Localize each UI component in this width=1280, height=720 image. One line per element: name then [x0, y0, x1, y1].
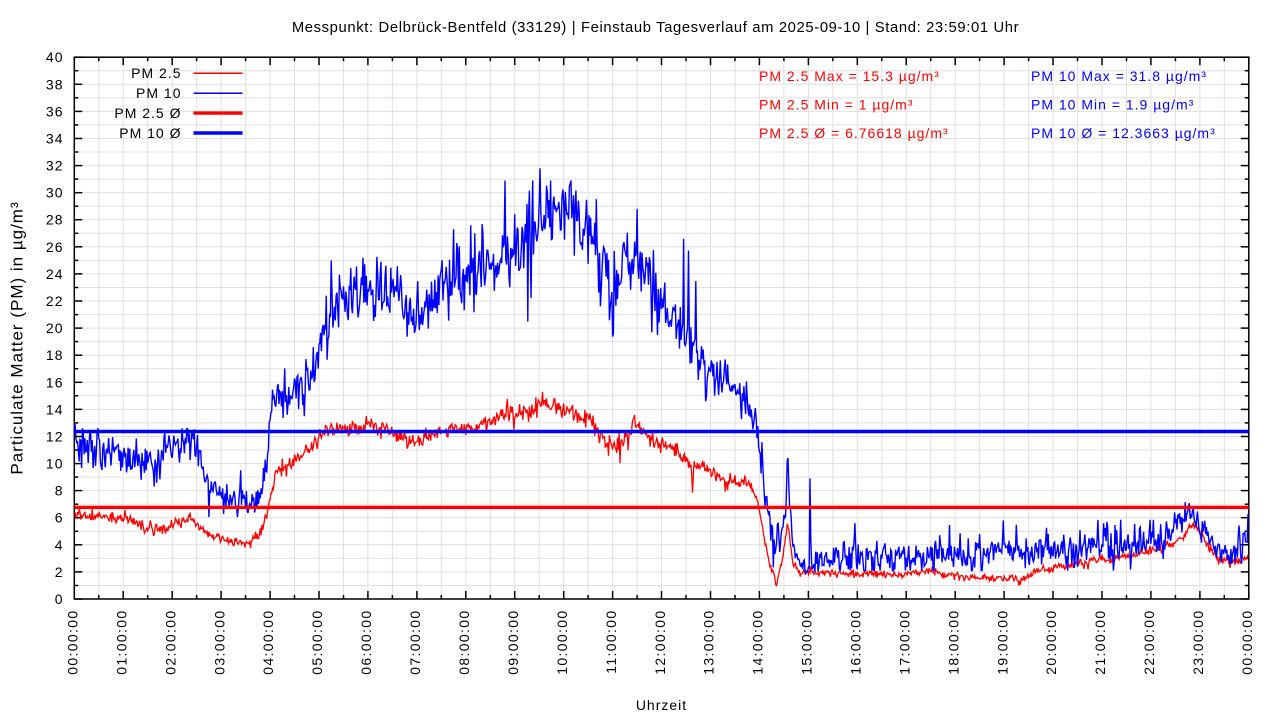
- svg-text:40: 40: [46, 49, 64, 65]
- svg-text:00:00:00: 00:00:00: [1239, 610, 1255, 675]
- svg-text:15:00:00: 15:00:00: [799, 610, 815, 675]
- svg-text:20: 20: [46, 320, 64, 336]
- svg-text:Particulate Matter (PM) in µg/: Particulate Matter (PM) in µg/m³: [8, 201, 27, 474]
- svg-text:PM 10 Min = 1.9 µg/m³: PM 10 Min = 1.9 µg/m³: [1031, 97, 1194, 113]
- svg-text:28: 28: [46, 212, 64, 228]
- svg-text:26: 26: [46, 239, 64, 255]
- svg-text:17:00:00: 17:00:00: [896, 610, 912, 675]
- svg-text:21:00:00: 21:00:00: [1092, 610, 1108, 675]
- svg-text:30: 30: [46, 185, 64, 201]
- svg-text:24: 24: [46, 266, 64, 282]
- svg-text:PM 10 Ø = 12.3663 µg/m³: PM 10 Ø = 12.3663 µg/m³: [1031, 125, 1216, 141]
- svg-text:32: 32: [46, 158, 64, 174]
- svg-text:Uhrzeit: Uhrzeit: [636, 697, 687, 713]
- svg-text:08:00:00: 08:00:00: [456, 610, 472, 675]
- svg-text:20:00:00: 20:00:00: [1043, 610, 1059, 675]
- svg-text:38: 38: [46, 76, 64, 92]
- svg-text:PM 2.5 Max = 15.3 µg/m³: PM 2.5 Max = 15.3 µg/m³: [759, 68, 940, 84]
- svg-text:PM 10: PM 10: [136, 85, 181, 101]
- svg-text:12:00:00: 12:00:00: [652, 610, 668, 675]
- svg-text:22: 22: [46, 293, 64, 309]
- svg-text:Messpunkt: Delbrück-Bentfeld (: Messpunkt: Delbrück-Bentfeld (33129) | F…: [292, 20, 1019, 36]
- svg-text:10: 10: [46, 456, 64, 472]
- svg-text:PM 2.5: PM 2.5: [131, 65, 181, 81]
- svg-text:00:00:00: 00:00:00: [65, 610, 81, 675]
- svg-text:PM 10 Max = 31.8 µg/m³: PM 10 Max = 31.8 µg/m³: [1031, 68, 1207, 84]
- svg-text:PM 2.5 Ø: PM 2.5 Ø: [114, 105, 181, 121]
- svg-text:13:00:00: 13:00:00: [701, 610, 717, 675]
- svg-text:01:00:00: 01:00:00: [113, 610, 129, 675]
- svg-text:16:00:00: 16:00:00: [848, 610, 864, 675]
- svg-text:19:00:00: 19:00:00: [994, 610, 1010, 675]
- svg-text:6: 6: [55, 510, 64, 526]
- svg-text:PM 2.5 Min = 1 µg/m³: PM 2.5 Min = 1 µg/m³: [759, 97, 914, 113]
- svg-text:PM 2.5 Ø = 6.76618 µg/m³: PM 2.5 Ø = 6.76618 µg/m³: [759, 125, 949, 141]
- svg-text:4: 4: [55, 537, 64, 553]
- svg-text:PM 10 Ø: PM 10 Ø: [119, 125, 181, 141]
- svg-text:09:00:00: 09:00:00: [505, 610, 521, 675]
- svg-text:14: 14: [46, 401, 64, 417]
- svg-text:03:00:00: 03:00:00: [211, 610, 227, 675]
- svg-text:11:00:00: 11:00:00: [603, 610, 619, 674]
- svg-text:23:00:00: 23:00:00: [1190, 610, 1206, 675]
- svg-text:12: 12: [46, 429, 64, 445]
- svg-text:8: 8: [55, 483, 64, 499]
- svg-text:2: 2: [55, 564, 64, 580]
- svg-text:10:00:00: 10:00:00: [554, 610, 570, 675]
- svg-text:36: 36: [46, 103, 64, 119]
- svg-text:07:00:00: 07:00:00: [407, 610, 423, 675]
- svg-text:18: 18: [46, 347, 64, 363]
- svg-text:18:00:00: 18:00:00: [945, 610, 961, 675]
- svg-text:02:00:00: 02:00:00: [162, 610, 178, 675]
- svg-text:16: 16: [46, 374, 64, 390]
- svg-text:0: 0: [55, 591, 64, 607]
- svg-text:04:00:00: 04:00:00: [260, 610, 276, 675]
- svg-text:06:00:00: 06:00:00: [358, 610, 374, 675]
- svg-text:22:00:00: 22:00:00: [1141, 610, 1157, 675]
- svg-text:34: 34: [46, 131, 64, 147]
- svg-text:14:00:00: 14:00:00: [750, 610, 766, 675]
- svg-text:05:00:00: 05:00:00: [309, 610, 325, 675]
